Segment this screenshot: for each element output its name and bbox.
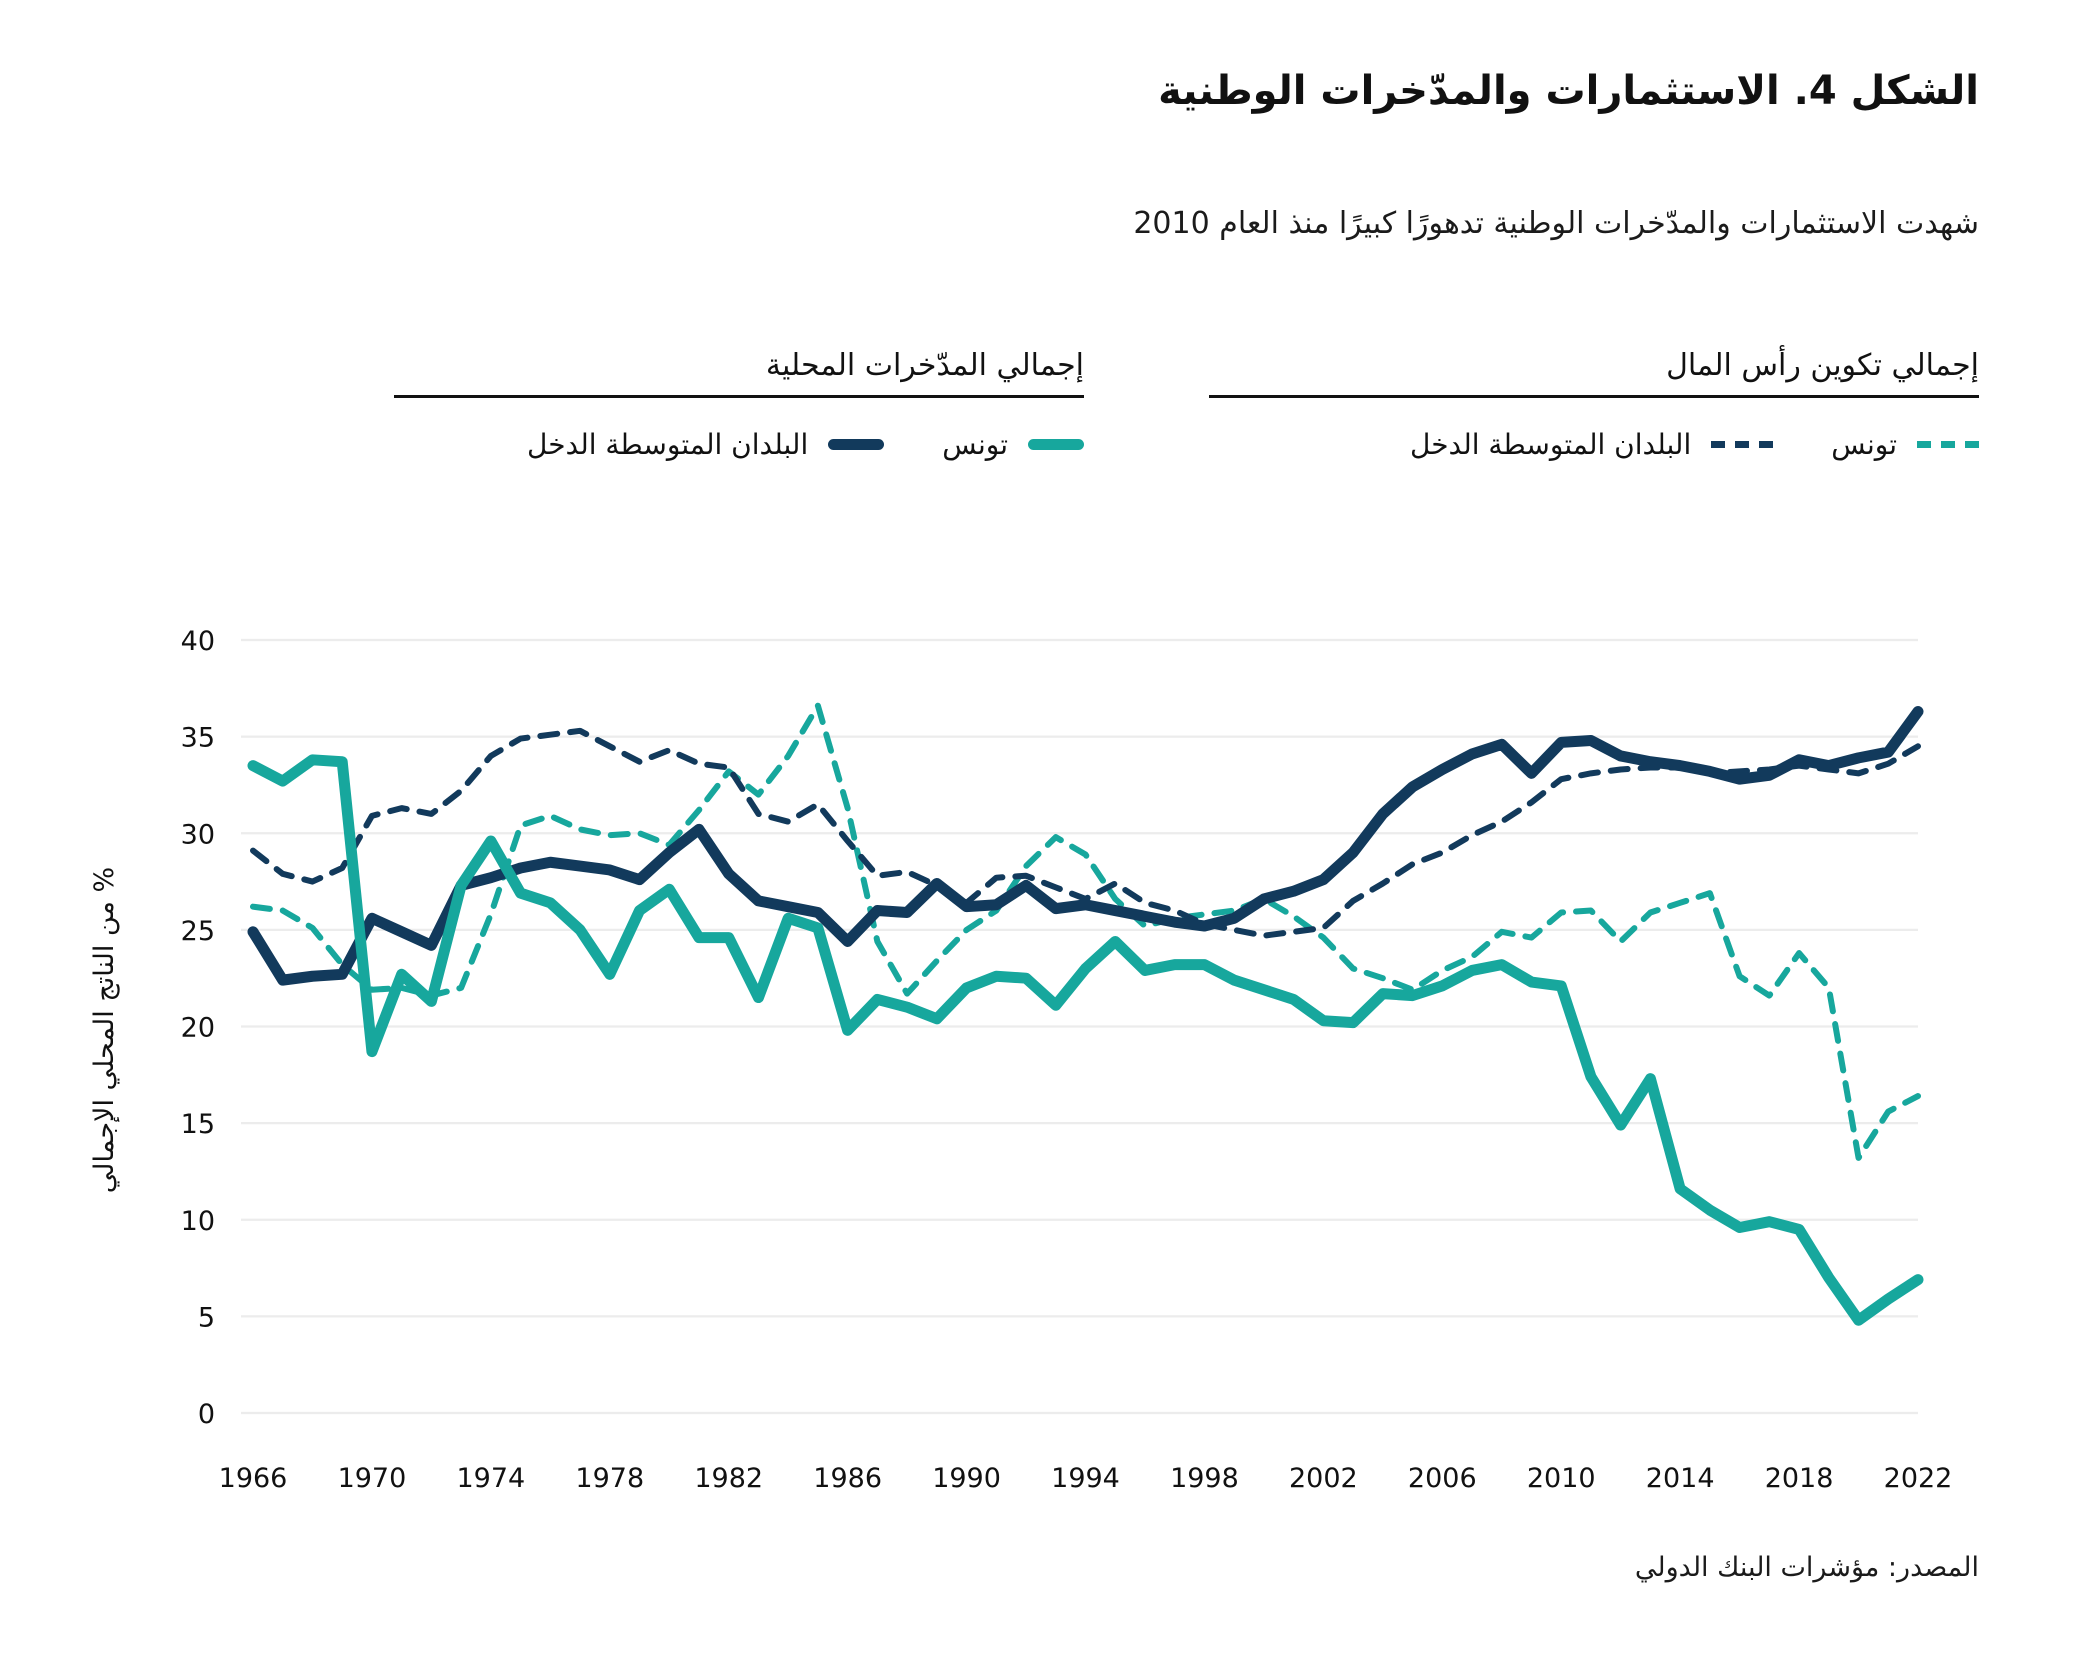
y-axis-title: % من الناتج المحلي الإجمالي — [89, 867, 120, 1193]
svg-text:1966: 1966 — [219, 1463, 288, 1494]
legend-item-label: البلدان المتوسطة الدخل — [527, 428, 809, 461]
legend-swatch-solid-navy-icon — [828, 439, 885, 450]
x-axis-ticks: 1966 1970 1974 1978 1982 1986 1990 1994 1998 2002… — [219, 1463, 1953, 1494]
svg-text:35: 35 — [181, 723, 215, 754]
legend-divider — [1209, 395, 1979, 398]
svg-text:20: 20 — [181, 1013, 215, 1044]
svg-text:1986: 1986 — [813, 1463, 882, 1494]
svg-text:1998: 1998 — [1170, 1463, 1239, 1494]
legend-swatch-solid-teal-icon — [1028, 439, 1084, 450]
y-axis-ticks: 0 5 10 15 20 25 30 35 40 — [181, 626, 215, 1430]
source-note: المصدر: مؤشرات البنك الدولي — [1634, 1552, 1979, 1583]
legend-divider — [394, 395, 1084, 398]
series-line — [250, 702, 1921, 1161]
svg-text:1994: 1994 — [1051, 1463, 1120, 1494]
svg-text:2014: 2014 — [1646, 1463, 1715, 1494]
series-line — [247, 706, 1924, 986]
legend-item-middle-income-capital[interactable]: البلدان المتوسطة الدخل — [1410, 428, 1774, 461]
legend-swatch-dashed-teal-icon — [1917, 441, 1979, 448]
legend-item-label: تونس — [942, 428, 1008, 461]
legend-item-tunisia-capital[interactable]: تونس — [1831, 428, 1979, 461]
svg-text:1990: 1990 — [932, 1463, 1001, 1494]
svg-text:15: 15 — [181, 1109, 215, 1140]
legend-item-middle-income-savings[interactable]: البلدان المتوسطة الدخل — [527, 428, 885, 461]
legend-item-label: البلدان المتوسطة الدخل — [1410, 428, 1692, 461]
legend-group-capital-formation: إجمالي تكوين رأس المال تونس البلدان المت… — [1209, 348, 1979, 461]
svg-text:25: 25 — [181, 916, 215, 947]
svg-text:40: 40 — [181, 626, 215, 657]
svg-text:1978: 1978 — [575, 1463, 644, 1494]
figure-subtitle: شهدت الاستثمارات والمدّخرات الوطنية تدهو… — [1133, 206, 1979, 241]
svg-text:2018: 2018 — [1765, 1463, 1834, 1494]
svg-text:1982: 1982 — [694, 1463, 763, 1494]
svg-text:2022: 2022 — [1884, 1463, 1953, 1494]
svg-text:1970: 1970 — [338, 1463, 407, 1494]
svg-text:2006: 2006 — [1408, 1463, 1477, 1494]
legend-item-tunisia-savings[interactable]: تونس — [942, 428, 1084, 461]
svg-text:10: 10 — [181, 1206, 215, 1237]
svg-text:% من الناتج المحلي الإجمالي: % من الناتج المحلي الإجمالي — [89, 867, 120, 1193]
legend-group-heading: إجمالي المدّخرات المحلية — [765, 348, 1084, 383]
legend-item-label: تونس — [1831, 428, 1897, 461]
svg-text:5: 5 — [198, 1302, 215, 1333]
svg-text:0: 0 — [198, 1399, 215, 1430]
legend-swatch-dashed-navy-icon — [1711, 441, 1774, 448]
series-line — [247, 754, 1924, 1326]
figure-title: الشكل 4. الاستثمارات والمدّخرات الوطنية — [1158, 68, 1979, 114]
svg-text:30: 30 — [181, 819, 215, 850]
svg-text:1974: 1974 — [456, 1463, 525, 1494]
svg-text:2002: 2002 — [1289, 1463, 1358, 1494]
svg-text:2010: 2010 — [1527, 1463, 1596, 1494]
legend-group-domestic-savings: إجمالي المدّخرات المحلية تونس البلدان ال… — [394, 348, 1084, 461]
legend-group-heading: إجمالي تكوين رأس المال — [1666, 348, 1979, 383]
series-line — [250, 727, 1921, 939]
